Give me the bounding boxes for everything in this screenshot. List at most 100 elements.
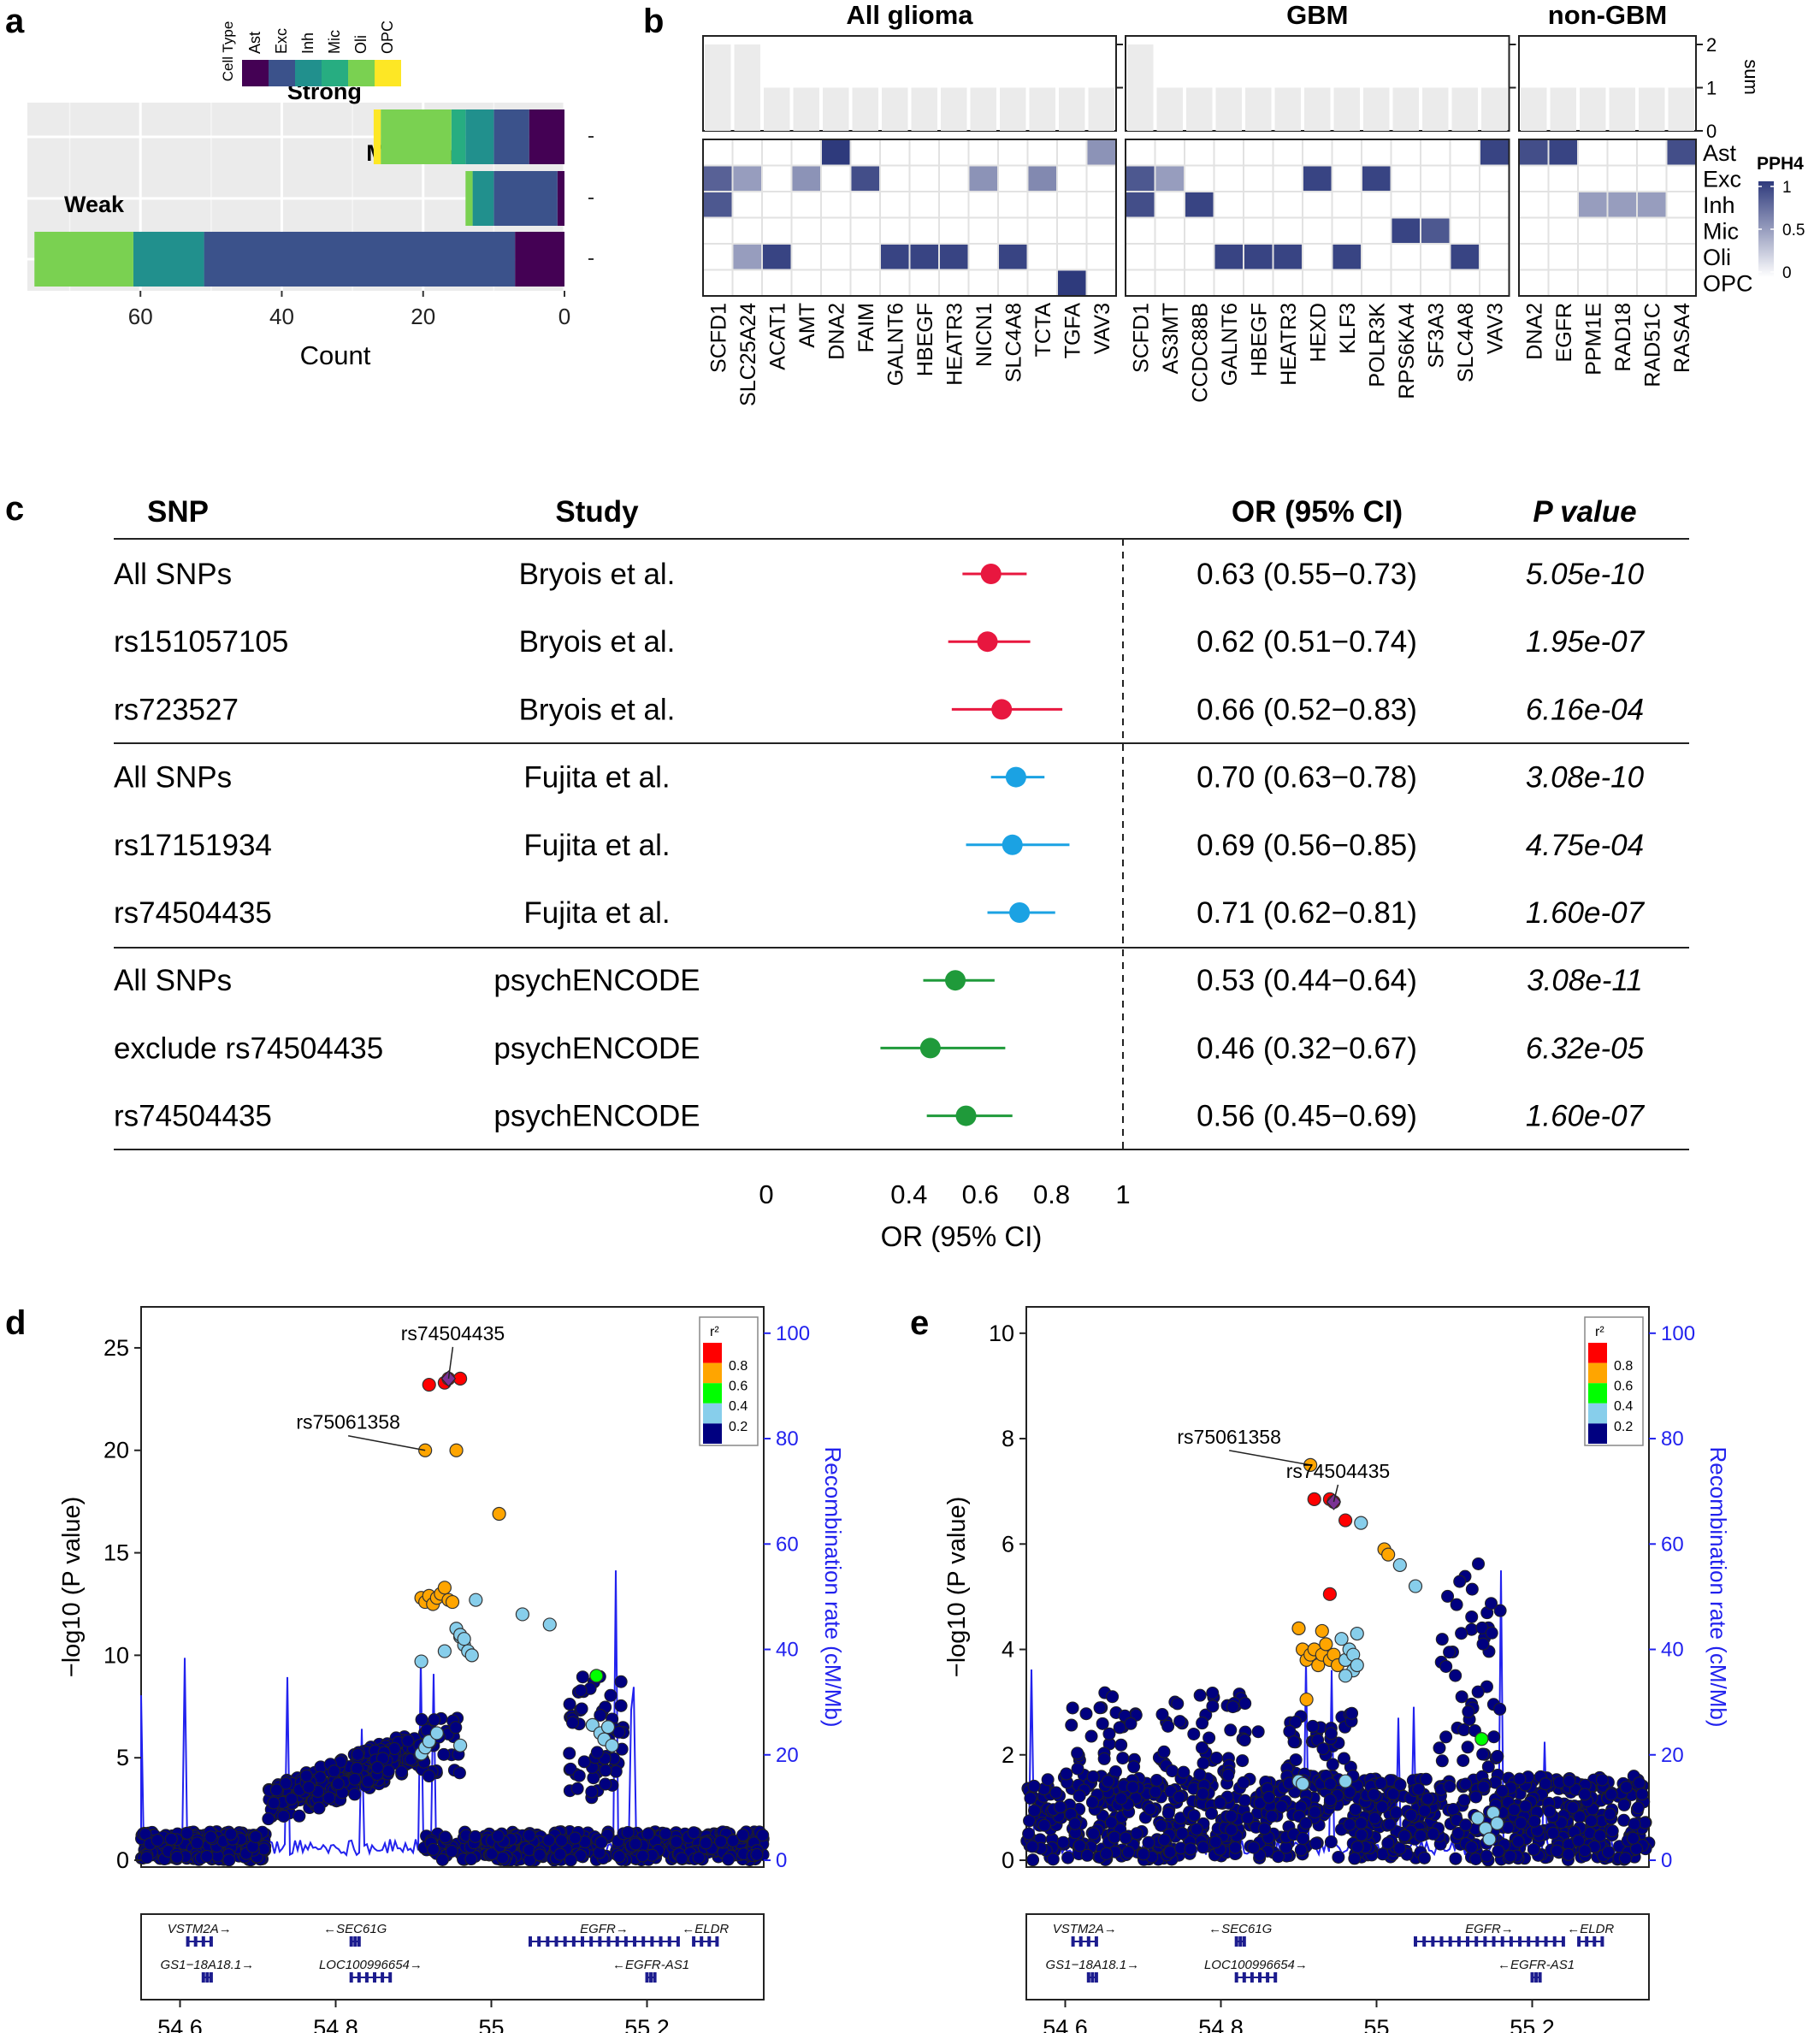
- bar-label-weak: Weak: [64, 192, 125, 217]
- exon: [1577, 1936, 1581, 1947]
- snp-point: [1449, 1669, 1462, 1682]
- exon: [700, 1936, 704, 1947]
- sum-bar-ccdc88b: [1186, 87, 1213, 131]
- snp-point-highlight: [457, 1632, 471, 1646]
- snp-point: [1241, 1811, 1255, 1825]
- legend-swatch-oli: [348, 60, 375, 86]
- row-snp: rs723527: [114, 693, 239, 726]
- point-estimate: [1002, 834, 1023, 855]
- snp-point: [1451, 1826, 1465, 1840]
- snp-point: [1066, 1701, 1079, 1715]
- snp-point-highlight: [1392, 1557, 1407, 1573]
- snp-point: [659, 1827, 672, 1841]
- sum-bar-hbegf: [1245, 87, 1272, 131]
- row-label-inh: Inh: [1703, 192, 1735, 218]
- snp-point: [1374, 1776, 1388, 1790]
- y2-tick-label: 80: [1661, 1427, 1684, 1451]
- exon: [546, 1936, 550, 1947]
- snp-point: [1323, 1777, 1337, 1791]
- gene-name: ←SEC61G: [323, 1922, 387, 1936]
- heatmap-cell-egfr-ast: [1548, 139, 1578, 166]
- panel-letter-d: d: [5, 1304, 26, 1342]
- snp-point: [1487, 1730, 1501, 1744]
- sum-bar-rad18: [1609, 87, 1635, 131]
- exon: [209, 1972, 213, 1983]
- exon: [563, 1936, 567, 1947]
- snp-point: [1386, 1788, 1400, 1801]
- gene-label-hbegf: HBEGF: [913, 303, 937, 376]
- heatmap-cell-vav3-ast: [1480, 139, 1510, 166]
- exon: [1544, 1936, 1548, 1947]
- row-snp: exclude rs74504435: [114, 1031, 383, 1065]
- snp-point: [1412, 1782, 1426, 1796]
- snp-point: [523, 1829, 536, 1842]
- exon: [554, 1936, 558, 1947]
- gene-label-scfd1: SCFD1: [706, 303, 730, 373]
- y-tick-label: 10: [103, 1642, 129, 1668]
- snp-point: [1157, 1745, 1171, 1758]
- snp-point: [279, 1776, 292, 1790]
- snp-point: [1071, 1746, 1084, 1760]
- row-or: 0.56 (0.45−0.69): [1197, 1100, 1417, 1133]
- gene-label-klf3: KLF3: [1336, 303, 1360, 354]
- snp-point: [1205, 1806, 1219, 1820]
- sum-bar-polr3k: [1363, 87, 1390, 131]
- snp-point: [1086, 1770, 1100, 1783]
- snp-point: [1238, 1697, 1252, 1711]
- row-p: 1.95e-07: [1526, 625, 1646, 659]
- sum-axis-tick-label: 1: [1706, 78, 1717, 99]
- exon: [1431, 1936, 1435, 1947]
- snp-point: [1421, 1792, 1434, 1805]
- colorbar-tick-label: 0.5: [1782, 222, 1805, 239]
- exon: [529, 1936, 532, 1947]
- y2-tick-label: 80: [776, 1427, 799, 1451]
- snp-point: [1056, 1835, 1070, 1849]
- snp-point: [1022, 1827, 1036, 1841]
- x-tick-label: 0.4: [890, 1179, 927, 1209]
- exon: [1530, 1972, 1534, 1983]
- gene-name: ←EGFR-AS1: [1498, 1958, 1575, 1972]
- snp-point: [1041, 1773, 1055, 1787]
- snp-point: [1528, 1814, 1541, 1828]
- snp-point: [1465, 1582, 1479, 1596]
- snp-point: [670, 1835, 683, 1848]
- snp-point: [1427, 1827, 1440, 1841]
- snp-point: [599, 1764, 612, 1777]
- exon: [1258, 1972, 1262, 1983]
- gene-label-galnt6: GALNT6: [1218, 303, 1242, 386]
- snp-point: [1121, 1846, 1135, 1859]
- sum-bar-heatr3: [941, 87, 967, 131]
- y2-tick-label: 40: [1661, 1639, 1684, 1662]
- snp-point: [574, 1684, 588, 1698]
- snp-point: [1493, 1702, 1507, 1716]
- row-snp: All SNPs: [114, 761, 232, 795]
- snp-point: [594, 1835, 608, 1849]
- snp-point: [1023, 1814, 1037, 1828]
- heatmap-cell-amt-exc: [791, 165, 821, 192]
- bar-weak-oli: [34, 232, 133, 287]
- panel-letter-a: a: [5, 3, 25, 40]
- exon: [201, 1972, 205, 1983]
- row-or: 0.46 (0.32−0.67): [1197, 1031, 1417, 1065]
- legend-swatch-ast: [242, 60, 269, 86]
- exon: [606, 1936, 611, 1947]
- snp-point: [1368, 1811, 1381, 1825]
- x-tick-label: 1: [1115, 1179, 1130, 1209]
- row-label-opc: OPC: [1703, 271, 1753, 297]
- snp-point: [1393, 1778, 1407, 1792]
- gene-label-sf3a3: SF3A3: [1424, 303, 1448, 368]
- sum-bar-tcta: [1029, 87, 1055, 131]
- bar-medium-inh: [472, 171, 494, 226]
- snp-point: [1166, 1764, 1179, 1778]
- exon: [641, 1936, 646, 1947]
- point-estimate: [945, 970, 966, 991]
- plot-frame: [140, 1306, 765, 1868]
- snp-point: [415, 1713, 428, 1727]
- x-tick-label: 54.6: [1043, 2015, 1088, 2033]
- snp-point: [1262, 1790, 1276, 1804]
- bar-medium-ast: [557, 171, 564, 226]
- legend-swatch-opc: [375, 60, 401, 86]
- sum-bar-amt: [793, 87, 819, 131]
- snp-point: [422, 1770, 436, 1783]
